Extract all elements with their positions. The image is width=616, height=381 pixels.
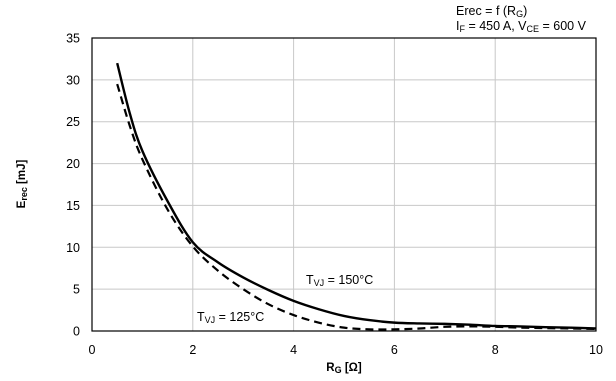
x-tick-label: 0 — [89, 343, 96, 357]
gridlines — [92, 38, 596, 331]
series-line-tvj-125 — [116, 83, 597, 331]
x-tick-label: 8 — [492, 343, 499, 357]
plot-area-frame — [91, 37, 597, 332]
series-line-tvj-150 — [116, 62, 597, 330]
y-tick-label: 15 — [66, 199, 80, 213]
y-tick-label: 20 — [66, 157, 80, 171]
chart-texts: TVJ = 150°C TVJ = 125°C Erec = f (RG)IF = … — [16, 4, 587, 375]
x-tick-label: 6 — [391, 343, 398, 357]
y-tick-label: 5 — [73, 283, 80, 297]
series-label-tvj-150: TVJ = 150°C — [306, 273, 373, 288]
y-tick-label: 30 — [66, 73, 80, 87]
y-tick-label: 25 — [66, 115, 80, 129]
data-series — [116, 62, 597, 331]
x-axis-label: RG [Ω] — [326, 362, 362, 375]
y-axis-label: Erec [mJ] — [16, 160, 29, 209]
tick-labels: 0 2 4 6 8 10 0 5 10 15 20 25 30 35 — [66, 32, 603, 358]
y-tick-label: 10 — [66, 241, 80, 255]
series-label-tvj-125: TVJ = 125°C — [197, 310, 264, 325]
chart-title-line-2: IF = 450 A, VCE = 600 V — [456, 19, 587, 34]
y-tick-label: 35 — [66, 32, 80, 46]
x-tick-label: 10 — [589, 343, 603, 357]
y-tick-label: 0 — [73, 325, 80, 339]
x-tick-label: 4 — [290, 343, 297, 357]
x-tick-label: 2 — [189, 343, 196, 357]
chart-title-line-1: Erec = f (RG) — [456, 4, 527, 19]
